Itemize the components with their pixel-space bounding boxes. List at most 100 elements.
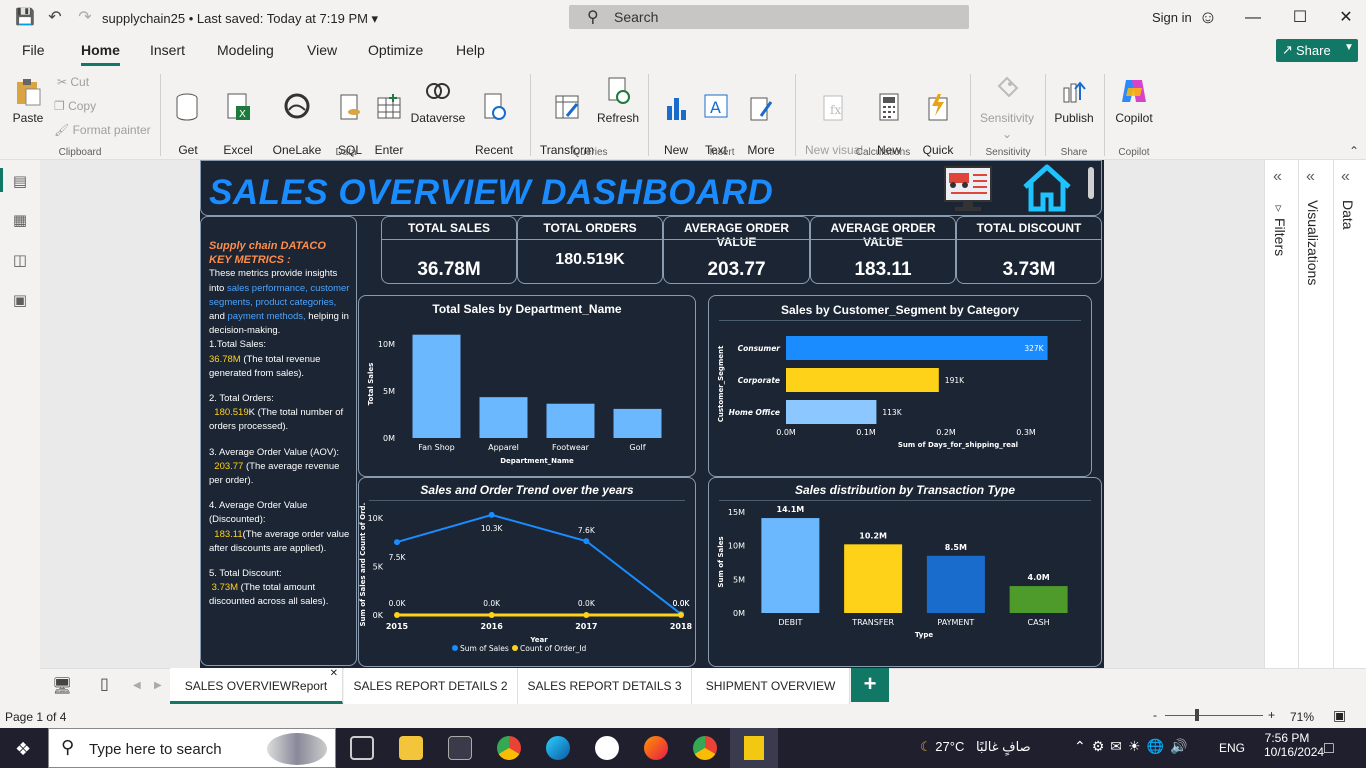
legend-marker [512, 645, 518, 651]
department-bar-chart[interactable]: 0M 5M 10M Fan Shop Apparel Footwear Golf Depart… [359, 320, 695, 476]
fit-to-page-icon[interactable]: ▣ [1333, 707, 1347, 723]
zoom-slider-thumb[interactable] [1195, 709, 1199, 721]
task-view-icon[interactable] [350, 736, 374, 760]
model-view-icon[interactable]: ◫ [12, 252, 28, 269]
metric-total-sales: 1.Total Sales: 36.78M (The total revenue … [209, 339, 321, 379]
clock[interactable]: 7:56 PM 10/16/2024 [1264, 731, 1324, 759]
tab-optimize[interactable]: Optimize [368, 42, 424, 58]
expand-data-icon[interactable]: « [1341, 168, 1350, 185]
close-page-icon[interactable]: ✕ [329, 668, 338, 679]
paste-button[interactable]: Paste [10, 76, 46, 126]
expand-filters-icon[interactable]: « [1273, 168, 1282, 185]
search-highlight-icon [267, 733, 327, 765]
tab-home[interactable]: Home [81, 42, 120, 58]
app-icon[interactable] [595, 736, 619, 760]
page-tab-sales-details-3[interactable]: SALES REPORT DETAILS 3 [518, 668, 692, 704]
chrome-profile-icon[interactable] [693, 736, 717, 760]
page-tab-shipment-overview[interactable]: SHIPMENT OVERVIEW [692, 668, 850, 704]
sign-in-link[interactable]: Sign in [1152, 10, 1192, 25]
notifications-icon[interactable]: □ [1324, 740, 1334, 757]
bar [479, 397, 528, 438]
format-painter-button[interactable]: 🖌 Format painter [54, 123, 151, 137]
tab-insert[interactable]: Insert [150, 42, 186, 58]
chart-sales-order-trend[interactable]: Sales and Order Trend over the years 0K 5… [358, 477, 696, 667]
undo-icon[interactable]: ↶ [48, 9, 62, 26]
kpi-value: 3.73M [1002, 259, 1056, 280]
transaction-bar-chart[interactable]: 0M 5M 10M 15M 14.1M DEBIT 10.2M TRANSFER 8.5M PAY… [709, 502, 1101, 666]
publish-button[interactable]: Publish [1052, 76, 1096, 126]
report-view-icon[interactable]: ▤ [12, 173, 28, 190]
minimize-icon[interactable]: — [1245, 9, 1261, 26]
add-page-button[interactable]: + [851, 668, 889, 702]
key-metrics-panel: Supply chain DATACO KEY METRICS : These m… [200, 216, 357, 666]
table-view-icon[interactable]: ▦ [12, 212, 28, 229]
scrollbar-thumb[interactable] [1088, 167, 1094, 199]
kpi-card-total-orders[interactable]: TOTAL ORDERS 180.519K [517, 216, 663, 284]
tab-view[interactable]: View [307, 42, 338, 58]
account-icon[interactable]: ☺ [1198, 7, 1218, 27]
metrics-heading: Supply chain DATACO KEY METRICS : [209, 240, 326, 267]
data-label: 10.3K [481, 524, 504, 533]
windows-start-icon[interactable]: ❖ [15, 739, 32, 759]
kpi-title: AVERAGE ORDER VALUE [683, 221, 790, 249]
search-box[interactable]: ⚲ Search [569, 5, 969, 29]
data-pane-label[interactable]: Data [1340, 200, 1356, 230]
svg-text:fx: fx [830, 103, 841, 117]
kpi-card-aov[interactable]: AVERAGE ORDER VALUE 203.77 [663, 216, 810, 284]
zoom-slider[interactable] [1165, 715, 1263, 716]
expand-visualizations-icon[interactable]: « [1306, 168, 1315, 185]
share-button[interactable]: ↗ Share ▼ [1276, 39, 1358, 62]
chrome-icon[interactable] [497, 736, 521, 760]
dax-query-icon[interactable]: ▣ [12, 292, 28, 309]
tab-modeling[interactable]: Modeling [217, 42, 274, 58]
mobile-layout-icon[interactable]: ▯ [100, 676, 109, 693]
trend-line-chart[interactable]: 0K 5K 10K 2015 2016 2017 2018 7.5K 10.3K 7.6K 0.0K… [359, 502, 695, 666]
zoom-out-icon[interactable]: - [1153, 708, 1157, 722]
system-tray-icons[interactable]: ⌃⚙✉☀🌐🔊 [1074, 738, 1194, 754]
file-explorer-icon[interactable] [399, 736, 423, 760]
chart-sales-by-department[interactable]: Total Sales by Department_Name 0M 5M 10M Fa… [358, 295, 696, 477]
page-tab-sales-details-2[interactable]: SALES REPORT DETAILS 2 [344, 668, 518, 704]
chart-sales-by-transaction-type[interactable]: Sales distribution by Transaction Type 0… [708, 477, 1102, 667]
language-indicator[interactable]: ENG [1219, 741, 1246, 755]
kpi-card-total-discount[interactable]: TOTAL DISCOUNT 3.73M [956, 216, 1102, 284]
refresh-button[interactable]: Refresh [596, 76, 640, 126]
redo-icon[interactable]: ↷ [78, 9, 92, 26]
data-point [583, 538, 590, 545]
chart-sales-by-customer-segment[interactable]: Sales by Customer_Segment by Category Co… [708, 295, 1092, 477]
scroll-left-icon[interactable]: ◀ [133, 680, 141, 691]
segment-bar-chart[interactable]: Consumer 327K Corporate 191K Home Office 113K… [709, 322, 1091, 476]
monitor-car-icon[interactable] [941, 163, 997, 215]
powerbi-taskbar-active[interactable] [730, 728, 778, 768]
tab-file[interactable]: File [22, 42, 45, 58]
search-icon: ⚲ [61, 737, 75, 757]
document-title[interactable]: supplychain25 • Last saved: Today at 7:1… [102, 11, 379, 26]
kpi-card-total-sales[interactable]: TOTAL SALES 36.78M [381, 216, 517, 284]
save-icon[interactable]: 💾 [15, 9, 35, 26]
x-tick-label: PAYMENT [937, 618, 974, 627]
maximize-icon[interactable]: ☐ [1292, 9, 1308, 26]
taskbar-search[interactable]: ⚲ Type here to search [48, 728, 336, 768]
visualizations-pane-label[interactable]: Visualizations [1305, 200, 1321, 286]
tab-help[interactable]: Help [456, 42, 485, 58]
weather-widget[interactable]: ☾ 27°C صافٍ غالبًا [920, 739, 1031, 755]
filters-pane-label[interactable]: Filters [1272, 218, 1288, 257]
copy-button[interactable]: ❐ Copy [54, 99, 97, 113]
status-bar: Page 1 of 4 - + 71% ▣ [0, 704, 1366, 728]
collapse-ribbon-icon[interactable]: ⌃ [1349, 144, 1360, 158]
cut-button[interactable]: ✂ Cut [57, 75, 90, 89]
desktop-layout-icon[interactable]: 🖥 [52, 678, 73, 695]
page-tab-sales-overview[interactable]: SALES OVERVIEWReport ✕ [170, 668, 343, 704]
sensitivity-button[interactable]: Sensitivity ⌄ [976, 76, 1038, 142]
calendar-app-icon[interactable] [448, 736, 472, 760]
y-axis-label: Sum of Sales and Count of Ord... [359, 502, 367, 627]
scroll-right-icon[interactable]: ▶ [154, 680, 162, 691]
close-icon[interactable]: ✕ [1339, 9, 1353, 26]
dataverse-button[interactable]: Dataverse [410, 76, 466, 126]
copilot-button[interactable]: Copilot [1110, 76, 1158, 126]
firefox-icon[interactable] [644, 736, 668, 760]
zoom-in-icon[interactable]: + [1268, 708, 1276, 722]
kpi-card-aov-discounted[interactable]: AVERAGE ORDER VALUE 183.11 [810, 216, 956, 284]
edge-icon[interactable] [546, 736, 570, 760]
home-icon[interactable] [1019, 161, 1075, 215]
